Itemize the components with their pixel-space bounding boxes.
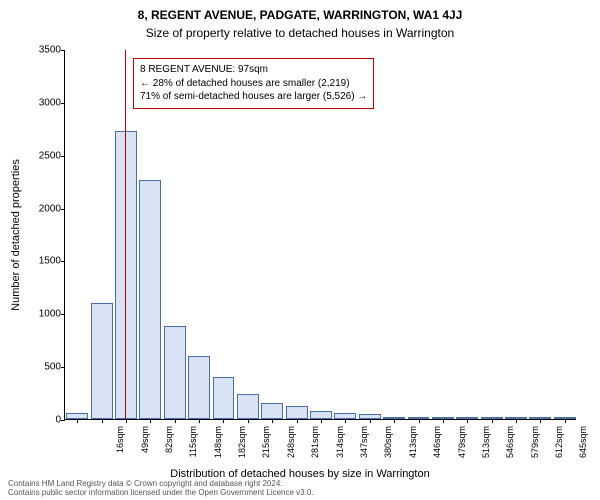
x-tick-label: 579sqm	[530, 426, 540, 466]
x-tick-mark	[345, 419, 346, 423]
x-tick-mark	[126, 419, 127, 423]
x-tick-mark	[297, 419, 298, 423]
x-tick-mark	[150, 419, 151, 423]
y-tick-mark	[61, 156, 65, 157]
x-tick-mark	[175, 419, 176, 423]
footer-credits: Contains HM Land Registry data © Crown c…	[8, 479, 314, 498]
y-tick-label: 500	[25, 362, 61, 373]
x-tick-label: 645sqm	[578, 426, 588, 466]
y-tick-mark	[61, 261, 65, 262]
histogram-bar	[310, 411, 332, 419]
histogram-bar	[164, 326, 186, 419]
x-tick-label: 479sqm	[457, 426, 467, 466]
x-tick-mark	[394, 419, 395, 423]
x-tick-label: 148sqm	[213, 426, 223, 466]
y-tick-label: 2500	[25, 150, 61, 161]
y-tick-label: 0	[25, 415, 61, 426]
plot-area: 8 REGENT AVENUE: 97sqm ← 28% of detached…	[64, 50, 576, 420]
x-tick-mark	[223, 419, 224, 423]
chart-title-subtitle: Size of property relative to detached ho…	[0, 22, 600, 40]
x-tick-label: 115sqm	[188, 426, 198, 466]
x-tick-label: 182sqm	[237, 426, 247, 466]
x-tick-label: 49sqm	[140, 426, 150, 466]
x-tick-mark	[272, 419, 273, 423]
y-tick-label: 3000	[25, 97, 61, 108]
footer-line2: Contains public sector information licen…	[8, 488, 314, 498]
x-tick-mark	[443, 419, 444, 423]
x-tick-label: 314sqm	[335, 426, 345, 466]
x-tick-label: 546sqm	[505, 426, 515, 466]
x-tick-label: 413sqm	[408, 426, 418, 466]
footer-line1: Contains HM Land Registry data © Crown c…	[8, 479, 314, 489]
x-tick-mark	[102, 419, 103, 423]
y-tick-label: 1500	[25, 256, 61, 267]
x-tick-mark	[540, 419, 541, 423]
x-tick-mark	[199, 419, 200, 423]
y-tick-mark	[61, 420, 65, 421]
y-tick-label: 2000	[25, 203, 61, 214]
y-tick-label: 3500	[25, 45, 61, 56]
x-tick-mark	[321, 419, 322, 423]
x-tick-mark	[565, 419, 566, 423]
y-tick-label: 1000	[25, 309, 61, 320]
chart-title-address: 8, REGENT AVENUE, PADGATE, WARRINGTON, W…	[0, 0, 600, 22]
x-tick-label: 215sqm	[261, 426, 271, 466]
x-tick-label: 446sqm	[432, 426, 442, 466]
annotation-line1: 8 REGENT AVENUE: 97sqm	[140, 63, 367, 77]
histogram-bar	[237, 394, 259, 419]
histogram-bar	[139, 180, 161, 419]
x-tick-mark	[248, 419, 249, 423]
x-tick-mark	[370, 419, 371, 423]
x-tick-mark	[419, 419, 420, 423]
x-tick-label: 380sqm	[383, 426, 393, 466]
x-tick-label: 16sqm	[115, 426, 125, 466]
histogram-bar	[188, 356, 210, 419]
histogram-bar	[286, 406, 308, 419]
chart-container: 8, REGENT AVENUE, PADGATE, WARRINGTON, W…	[0, 0, 600, 500]
y-tick-mark	[61, 314, 65, 315]
x-tick-mark	[77, 419, 78, 423]
x-tick-label: 612sqm	[554, 426, 564, 466]
annotation-line3: 71% of semi-detached houses are larger (…	[140, 90, 367, 104]
histogram-bar	[261, 403, 283, 419]
x-tick-label: 347sqm	[359, 426, 369, 466]
x-tick-mark	[516, 419, 517, 423]
reference-line	[125, 50, 127, 419]
y-tick-mark	[61, 103, 65, 104]
y-axis-label: Number of detached properties	[10, 159, 22, 311]
x-tick-label: 248sqm	[286, 426, 296, 466]
x-tick-label: 281sqm	[310, 426, 320, 466]
x-tick-label: 513sqm	[481, 426, 491, 466]
y-tick-mark	[61, 50, 65, 51]
y-tick-mark	[61, 367, 65, 368]
histogram-bar	[213, 377, 235, 419]
annotation-line2: ← 28% of detached houses are smaller (2,…	[140, 77, 367, 91]
annotation-box: 8 REGENT AVENUE: 97sqm ← 28% of detached…	[133, 58, 374, 109]
histogram-bar	[91, 303, 113, 419]
x-tick-label: 82sqm	[164, 426, 174, 466]
y-tick-mark	[61, 209, 65, 210]
x-tick-mark	[492, 419, 493, 423]
x-tick-mark	[467, 419, 468, 423]
